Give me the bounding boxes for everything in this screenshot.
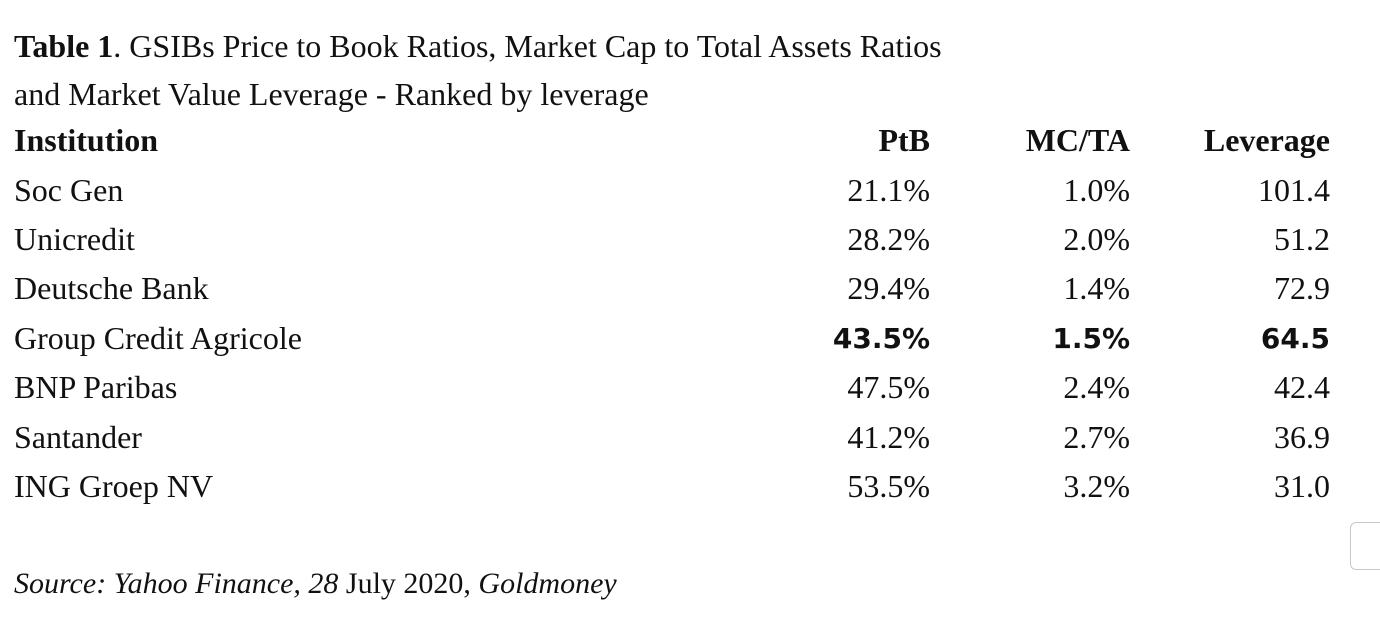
cell-leverage: 64.5 (1260, 321, 1330, 355)
table-caption-text-line2: and Market Value Leverage - Ranked by le… (14, 76, 649, 112)
header-ptb: PtB (878, 122, 930, 159)
cell-ptb: 47.5% (847, 369, 930, 406)
cell-leverage: 51.2 (1274, 220, 1330, 257)
header-mcta: MC/TA (1025, 122, 1130, 159)
table-row: Group Credit Agricole 43.5% 1.5% 64.5 (14, 314, 1330, 363)
cell-ptb: 41.2% (847, 418, 930, 455)
cell-ptb: 53.5% (847, 467, 930, 504)
cell-institution: BNP Paribas (14, 369, 178, 406)
resize-handle (1350, 522, 1380, 570)
cell-institution: Unicredit (14, 220, 135, 257)
source-note: Source: Yahoo Finance, 28 July 2020, Gol… (14, 562, 617, 606)
cell-mcta: 2.0% (1063, 220, 1130, 257)
cell-mcta: 1.0% (1063, 171, 1130, 208)
table-row: BNP Paribas 47.5% 2.4% 42.4 (14, 363, 1330, 412)
cell-ptb: 21.1% (847, 171, 930, 208)
header-institution: Institution (14, 122, 159, 159)
cell-institution: Deutsche Bank (14, 270, 209, 307)
table-header-row: Institution PtB MC/TA Leverage (14, 116, 1330, 165)
cell-ptb: 28.2% (847, 220, 930, 257)
table-row: Soc Gen 21.1% 1.0% 101.4 (14, 165, 1330, 214)
table-caption-label: Table 1 (14, 28, 114, 64)
cell-leverage: 101.4 (1258, 171, 1330, 208)
cell-leverage: 42.4 (1274, 369, 1330, 406)
cell-mcta: 3.2% (1063, 467, 1130, 504)
table-caption-text-line1: . GSIBs Price to Book Ratios, Market Cap… (113, 28, 942, 64)
cell-leverage: 72.9 (1274, 270, 1330, 307)
cell-ptb: 43.5% (832, 321, 930, 355)
cell-institution: Santander (14, 418, 142, 455)
source-note-part2: July 2020, (338, 567, 479, 600)
cell-leverage: 36.9 (1274, 418, 1330, 455)
leverage-table: Institution PtB MC/TA Leverage Soc Gen 2… (14, 116, 1330, 511)
cell-institution: Soc Gen (14, 171, 124, 208)
cell-mcta: 2.7% (1063, 418, 1130, 455)
cell-mcta: 2.4% (1063, 369, 1130, 406)
header-leverage: Leverage (1203, 122, 1330, 159)
cell-institution: ING Groep NV (14, 467, 214, 504)
table-caption: Table 1. GSIBs Price to Book Ratios, Mar… (14, 22, 1214, 118)
cell-ptb: 29.4% (847, 270, 930, 307)
source-note-part1: Source: Yahoo Finance, 28 (14, 567, 339, 600)
cell-mcta: 1.4% (1063, 270, 1130, 307)
cell-mcta: 1.5% (1052, 321, 1130, 355)
cell-institution: Group Credit Agricole (14, 319, 302, 356)
table-row: Deutsche Bank 29.4% 1.4% 72.9 (14, 264, 1330, 313)
table-row: ING Groep NV 53.5% 3.2% 31.0 (14, 462, 1330, 511)
table-row: Santander 41.2% 2.7% 36.9 (14, 412, 1330, 461)
cell-leverage: 31.0 (1274, 467, 1330, 504)
table-row: Unicredit 28.2% 2.0% 51.2 (14, 215, 1330, 264)
source-note-part3: Goldmoney (478, 567, 617, 600)
